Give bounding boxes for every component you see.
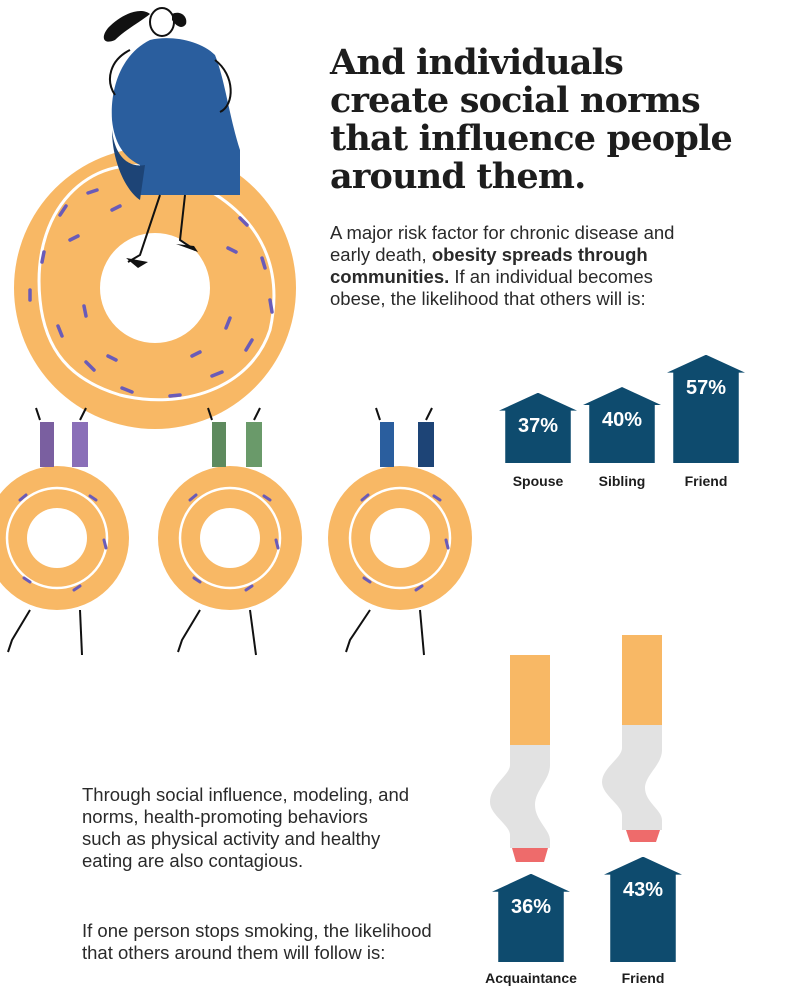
smoking-value-acquaintance: 36% <box>510 895 552 918</box>
obesity-label-spouse: Spouse <box>512 473 564 489</box>
intro-emphasis: communities. <box>330 266 450 287</box>
contagion-line: norms, health-promoting behaviors <box>82 806 368 827</box>
title-line: create social norms <box>330 80 701 121</box>
contagion-paragraph: Through social influence, modeling, and … <box>82 784 502 872</box>
obesity-label-sibling: Sibling <box>598 473 646 489</box>
cigarette-ember-1 <box>512 848 548 862</box>
title-line: around them. <box>330 156 586 197</box>
smoking-bar-acquaintance <box>492 873 570 962</box>
person-legs-blue <box>345 407 434 656</box>
intro-line: early death, obesity spreads through <box>330 244 750 266</box>
cigarettes-illustration <box>490 635 662 862</box>
obesity-value-spouse: 37% <box>517 414 559 437</box>
intro-text: If an individual becomes <box>449 266 653 287</box>
intro-text: early death, <box>330 244 432 265</box>
cigarette-filter-1 <box>510 655 550 745</box>
intro-paragraph: A major risk factor for chronic disease … <box>330 222 750 310</box>
contagion-line: eating are also contagious. <box>82 850 304 871</box>
obesity-bar-sibling <box>583 387 661 463</box>
smoking-line: that others around them will follow is: <box>82 942 386 963</box>
title-line: that influence people <box>330 118 733 159</box>
cigarette-filter-2 <box>622 635 662 725</box>
big-donut-illustration <box>14 7 296 429</box>
obesity-bar-friend <box>667 354 745 463</box>
obesity-value-sibling: 40% <box>601 409 643 431</box>
small-donuts-illustration <box>0 407 472 656</box>
donut-1 <box>0 466 129 610</box>
page-title: And individuals create social norms that… <box>330 44 770 196</box>
contagion-line: Through social influence, modeling, and <box>82 784 410 805</box>
intro-line: communities. If an individual becomes <box>330 266 750 288</box>
smoking-paragraph: If one person stops smoking, the likelih… <box>82 920 502 964</box>
smoking-bar-friend <box>604 856 682 962</box>
smoking-value-friend: 43% <box>622 878 664 901</box>
person-blue-dress <box>103 7 240 268</box>
big-donut <box>14 147 296 429</box>
obesity-value-friend: 57% <box>685 376 727 399</box>
title-line: And individuals <box>330 42 624 83</box>
smoking-line: If one person stops smoking, the likelih… <box>82 920 432 941</box>
person-legs-green <box>177 407 262 656</box>
intro-line: A major risk factor for chronic disease … <box>330 222 675 243</box>
person-legs-purple <box>7 407 88 656</box>
contagion-line: such as physical activity and healthy <box>82 828 381 849</box>
obesity-label-friend: Friend <box>684 473 728 489</box>
smoking-label-acquaintance: Acquaintance <box>485 970 577 986</box>
intro-line: obese, the likelihood that others will i… <box>330 288 646 309</box>
intro-emphasis: obesity spreads through <box>431 244 648 265</box>
smoking-label-friend: Friend <box>621 970 665 986</box>
cigarette-ember-2 <box>626 830 660 842</box>
